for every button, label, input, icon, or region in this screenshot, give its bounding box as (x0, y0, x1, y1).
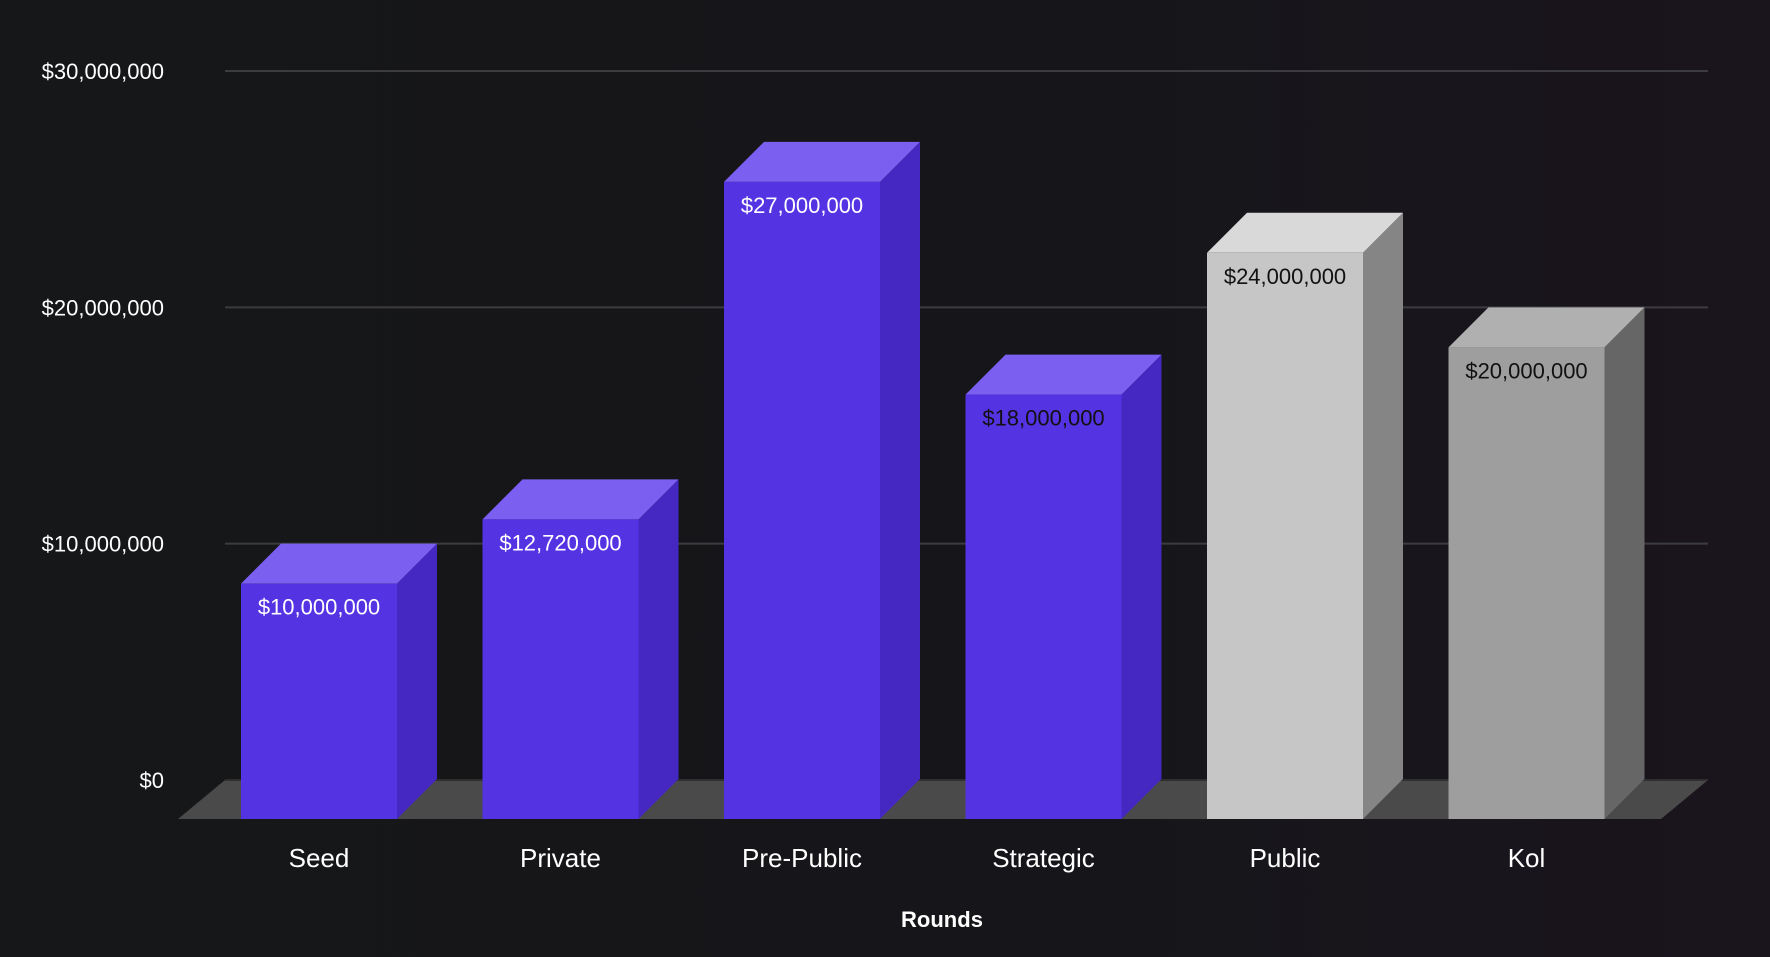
bar-side-public (1363, 212, 1403, 820)
data-label: $12,720,000 (499, 530, 621, 555)
y-tick-label: $0 (140, 768, 164, 793)
data-label: $10,000,000 (258, 595, 380, 620)
x-tick-label: Kol (1508, 843, 1546, 873)
bar-top-public (1207, 212, 1403, 253)
bar-top-private (482, 479, 679, 520)
bar-side-kol (1604, 307, 1645, 819)
x-tick-label: Pre-Public (742, 843, 862, 873)
bar-side-pre-public (880, 141, 920, 819)
y-tick-label: $30,000,000 (42, 59, 164, 84)
bar-seed (241, 583, 397, 819)
x-tick-label: Public (1250, 843, 1321, 873)
data-label: $27,000,000 (741, 193, 863, 218)
y-tick-label: $20,000,000 (42, 295, 164, 320)
data-label: $18,000,000 (982, 406, 1104, 431)
bar-public (1207, 252, 1363, 820)
bar-top-seed (241, 543, 437, 584)
bar-top-kol (1448, 307, 1645, 348)
bar-strategic (965, 394, 1122, 819)
bar-side-private (638, 479, 679, 819)
x-tick-label: Strategic (992, 843, 1095, 873)
bar-private (482, 519, 639, 819)
data-label: $24,000,000 (1224, 264, 1346, 289)
y-tick-label: $10,000,000 (42, 532, 164, 557)
x-tick-label: Seed (289, 843, 350, 873)
x-axis-title: Rounds (901, 907, 983, 932)
bar-pre-public (724, 181, 880, 819)
data-label: $20,000,000 (1465, 358, 1587, 383)
bar-side-strategic (1121, 354, 1162, 819)
bar-kol (1448, 347, 1605, 819)
x-tick-label: Private (520, 843, 601, 873)
bar-top-strategic (965, 354, 1162, 395)
bar-side-seed (397, 543, 437, 819)
bar-top-pre-public (724, 141, 920, 182)
